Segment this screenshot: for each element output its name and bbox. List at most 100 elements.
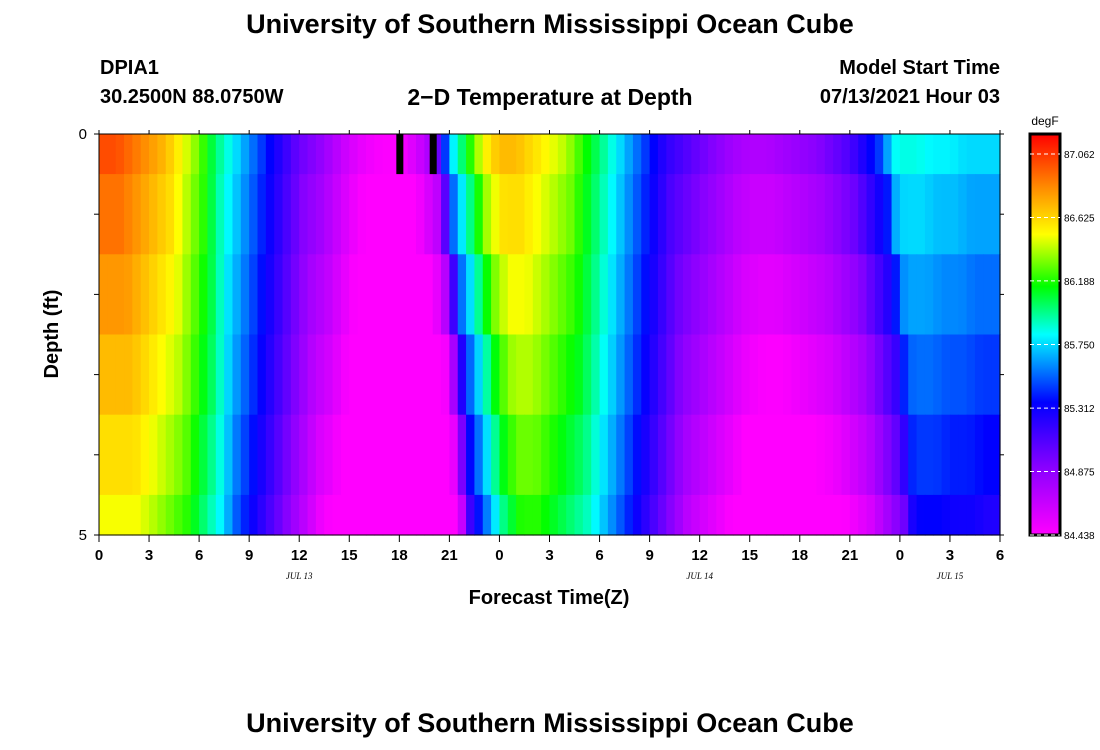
heatmap-cell: [207, 334, 217, 416]
heatmap-cell: [833, 334, 843, 416]
heatmap-cell: [649, 254, 659, 336]
heatmap-cell: [657, 334, 667, 416]
heatmap-cell: [674, 414, 684, 496]
heatmap-cell: [124, 174, 133, 255]
heatmap-cell: [407, 254, 417, 336]
heatmap-cell: [833, 174, 843, 255]
heatmap-cell: [240, 494, 250, 536]
heatmap-cell: [724, 494, 734, 536]
heatmap-cell: [691, 334, 701, 416]
heatmap-cell: [966, 334, 976, 416]
heatmap-cell: [724, 334, 734, 416]
heatmap-cell: [149, 334, 158, 416]
heatmap-cell: [791, 174, 801, 255]
heatmap-cell: [841, 494, 851, 536]
heatmap-cell: [265, 254, 275, 336]
heatmap-cell: [891, 254, 901, 336]
heatmap-cell: [632, 414, 642, 496]
heatmap-cell: [858, 254, 868, 336]
heatmap-cell: [566, 494, 576, 536]
heatmap-cell: [466, 134, 476, 175]
heatmap-cell: [874, 134, 884, 175]
heatmap-cell: [340, 134, 350, 175]
heatmap-cell: [849, 494, 859, 536]
heatmap-cell: [340, 254, 350, 336]
heatmap-cell: [282, 334, 292, 416]
heatmap-cell: [282, 134, 292, 175]
heatmap-cell: [232, 134, 242, 175]
heatmap-cell: [708, 254, 717, 336]
heatmap-cell: [749, 414, 759, 496]
heatmap-cell: [374, 334, 384, 416]
heatmap-cell: [516, 494, 526, 536]
heatmap-cell: [666, 414, 676, 496]
x-tick-label: 0: [896, 547, 904, 564]
heatmap-cell: [733, 254, 742, 336]
heatmap-cell: [432, 494, 442, 536]
heatmap-cell: [399, 254, 409, 336]
heatmap-cell: [257, 334, 267, 416]
heatmap-cell: [833, 494, 843, 536]
heatmap-cell: [607, 174, 617, 255]
heatmap-cell: [240, 174, 250, 255]
heatmap-cell: [157, 494, 167, 536]
heatmap-cell: [566, 134, 576, 175]
heatmap-cell: [908, 134, 918, 175]
heatmap-cell: [741, 174, 751, 255]
heatmap-cell: [933, 254, 943, 336]
heatmap-cell: [641, 494, 651, 536]
heatmap-cell: [966, 414, 976, 496]
heatmap-cell: [816, 254, 826, 336]
heatmap-cell: [424, 174, 434, 255]
heatmap-cell: [482, 254, 492, 336]
y-tick-label: 0: [79, 126, 87, 143]
heatmap-cell: [799, 174, 809, 255]
heatmap-cell: [783, 254, 793, 336]
heatmap-cell: [799, 494, 809, 536]
heatmap-cell: [215, 174, 225, 255]
heatmap-cell: [365, 174, 375, 255]
heatmap-cell: [407, 174, 417, 255]
heatmap-cell: [474, 134, 484, 175]
heatmap-cell: [958, 334, 968, 416]
heatmap-cell: [607, 134, 617, 175]
heatmap-cell: [958, 414, 968, 496]
heatmap-cell: [849, 334, 859, 416]
heatmap-cell: [424, 254, 434, 336]
heatmap-cell: [741, 134, 751, 175]
heatmap-cell: [691, 174, 701, 255]
heatmap-cell: [816, 334, 826, 416]
heatmap-cell: [774, 254, 784, 336]
heatmap-cell: [257, 254, 267, 336]
heatmap-cell: [482, 494, 492, 536]
heatmap-cell: [174, 134, 184, 175]
heatmap-cell: [758, 254, 767, 336]
heatmap-cell: [349, 254, 359, 336]
heatmap-cell: [949, 414, 959, 496]
heatmap-cell: [324, 414, 334, 496]
heatmap-cell: [390, 174, 400, 255]
heatmap-cell: [374, 414, 384, 496]
heatmap-cell: [758, 134, 767, 175]
heatmap-cell: [290, 174, 300, 255]
heatmap-cell: [899, 254, 909, 336]
heatmap-cell: [674, 494, 684, 536]
heatmap-cell: [99, 134, 108, 175]
heatmap-cell: [941, 414, 951, 496]
heatmap-cell: [507, 174, 517, 255]
heatmap-cell: [824, 134, 834, 175]
heatmap-cell: [390, 334, 400, 416]
heatmap-cell: [165, 174, 175, 255]
heatmap-cell: [966, 254, 976, 336]
missing-data-cell: [396, 134, 404, 175]
heatmap-cell: [849, 254, 859, 336]
heatmap-cell: [791, 134, 801, 175]
colorbar-tick-label: 85.750: [1064, 341, 1095, 352]
heatmap-cell: [407, 134, 417, 175]
heatmap-cell: [958, 134, 968, 175]
heatmap-cell: [566, 174, 576, 255]
heatmap-cell: [399, 334, 409, 416]
heatmap-cell: [924, 174, 934, 255]
heatmap-cell: [107, 254, 117, 336]
heatmap-cell: [290, 414, 300, 496]
